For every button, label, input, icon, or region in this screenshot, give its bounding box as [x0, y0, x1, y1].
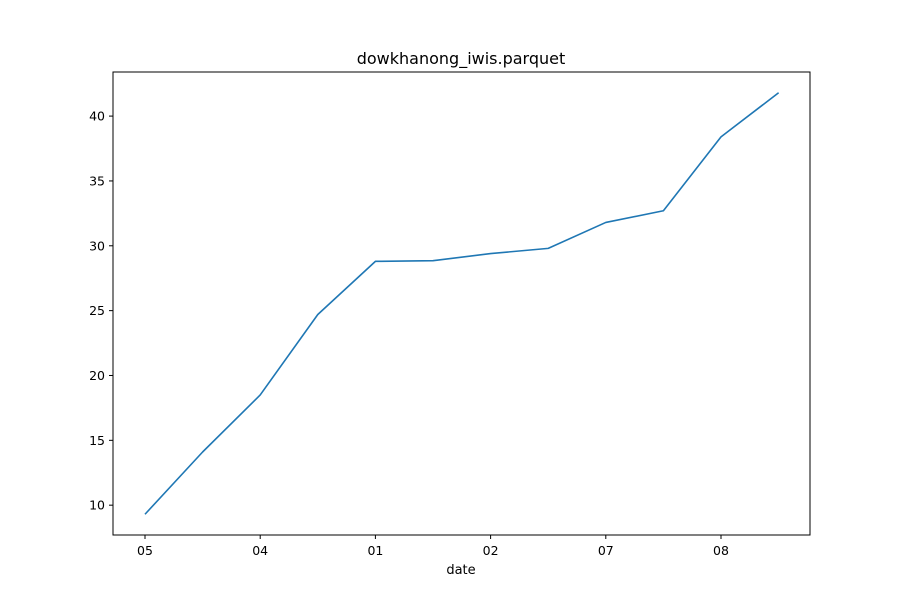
- y-tick-label: 10: [89, 498, 105, 513]
- y-tick-label: 20: [89, 368, 105, 383]
- plot-frame: [112, 71, 811, 536]
- x-tick-label: 04: [252, 543, 268, 558]
- series-line-0: [144, 92, 780, 515]
- y-tick-label: 25: [89, 303, 105, 318]
- x-tick-label: 02: [483, 543, 499, 558]
- x-axis: 05 04 01 02 07 08: [137, 535, 729, 558]
- y-tick-label: 15: [89, 433, 105, 448]
- x-tick-label: 08: [713, 543, 729, 558]
- x-axis-label: date: [446, 563, 475, 578]
- y-axis: 10 15 20 25 30 35 40: [89, 109, 113, 513]
- x-tick-label: 01: [367, 543, 383, 558]
- y-tick-label: 35: [89, 173, 105, 188]
- y-tick-label: 30: [89, 238, 105, 253]
- x-tick-label: 07: [598, 543, 614, 558]
- chart-title: dowkhanong_iwis.parquet: [357, 49, 566, 69]
- x-tick-label: 05: [137, 543, 153, 558]
- plot-area: [144, 92, 780, 515]
- y-tick-label: 40: [89, 109, 105, 124]
